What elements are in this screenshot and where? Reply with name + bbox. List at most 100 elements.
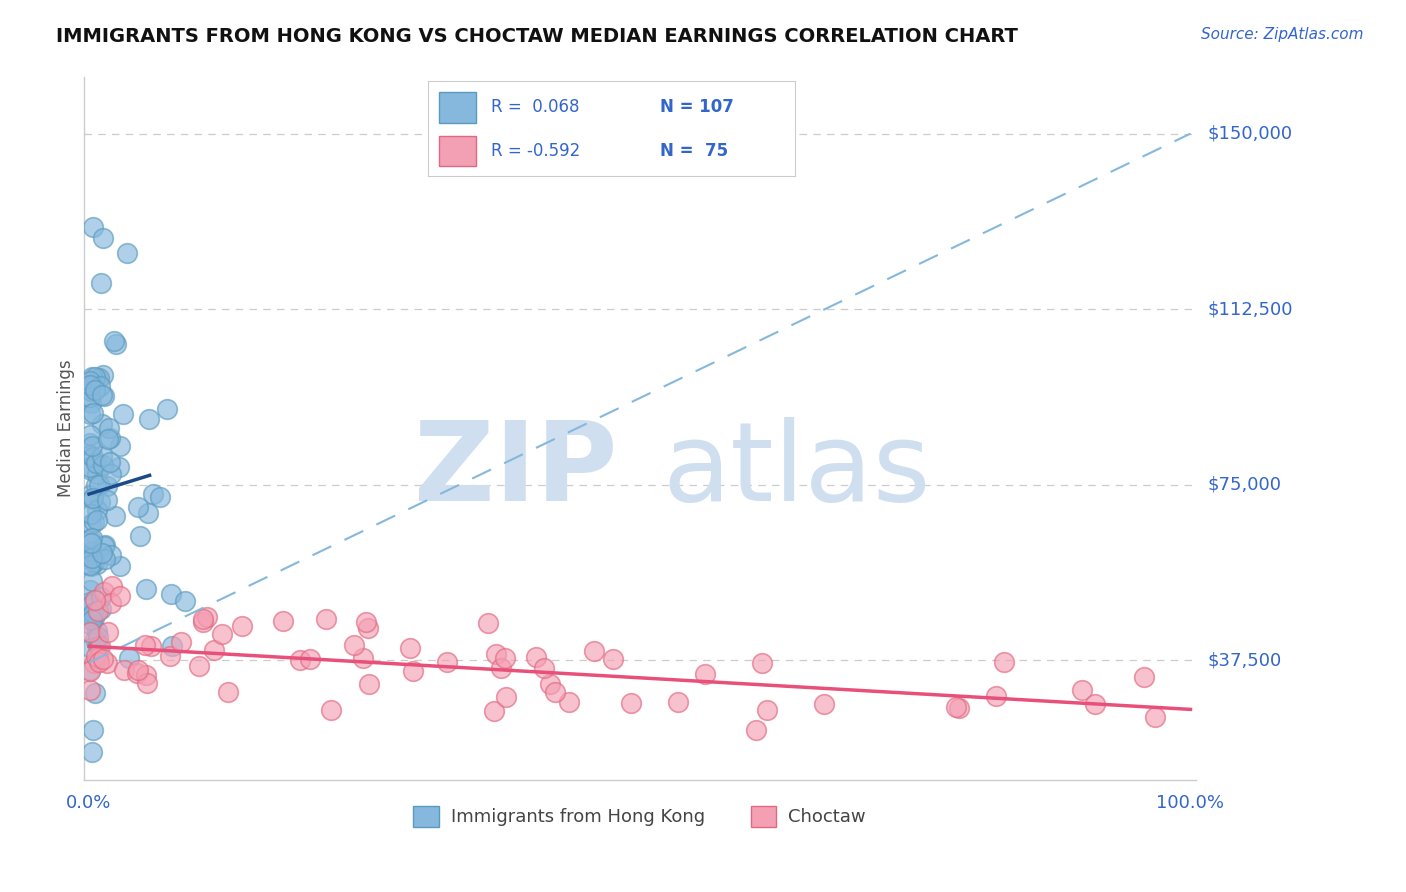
Point: [602, 652, 624, 666]
Point: [86, 558, 108, 572]
Point: [83, 656, 105, 670]
Point: [948, 701, 970, 715]
Point: [84, 478, 107, 492]
Point: [491, 661, 513, 675]
Point: [84, 649, 107, 664]
Point: [82, 608, 104, 623]
Point: [79, 488, 101, 502]
Point: [96, 479, 118, 493]
Point: [582, 644, 605, 658]
Point: [127, 665, 149, 680]
Point: [96, 493, 118, 508]
Point: [96, 657, 118, 671]
Point: [87, 655, 110, 669]
Point: [756, 703, 779, 717]
Point: [170, 635, 193, 649]
Point: [271, 614, 294, 628]
Point: [620, 696, 643, 710]
Point: [104, 509, 127, 524]
Point: [477, 615, 499, 630]
Point: [1133, 670, 1156, 684]
Point: [93, 551, 115, 566]
Point: [118, 651, 141, 665]
Point: [100, 596, 122, 610]
Point: [484, 647, 506, 661]
Point: [107, 459, 129, 474]
Point: [156, 401, 179, 416]
Point: [97, 421, 120, 435]
Point: [83, 555, 105, 569]
Point: [231, 618, 253, 632]
Point: [83, 515, 105, 529]
Point: [494, 650, 516, 665]
Point: [89, 379, 111, 393]
Point: [104, 337, 127, 351]
Point: [84, 604, 107, 618]
Point: [533, 661, 555, 675]
Point: [138, 412, 160, 426]
Point: [80, 552, 103, 566]
Point: [80, 507, 103, 521]
Point: [91, 388, 114, 402]
Point: [745, 723, 768, 737]
Point: [112, 664, 135, 678]
Point: [82, 574, 104, 588]
Point: [86, 503, 108, 517]
Point: [82, 745, 104, 759]
Text: ZIP: ZIP: [415, 417, 617, 524]
Point: [79, 395, 101, 409]
Point: [80, 531, 103, 545]
Point: [217, 685, 239, 699]
Point: [79, 427, 101, 442]
Point: [89, 495, 111, 509]
Point: [94, 538, 117, 552]
Point: [357, 677, 380, 691]
Point: [79, 448, 101, 462]
Text: $37,500: $37,500: [1208, 651, 1281, 669]
Point: [80, 551, 103, 566]
Point: [693, 666, 716, 681]
Point: [993, 655, 1015, 669]
Point: [97, 625, 120, 640]
Point: [93, 585, 115, 599]
Point: [495, 690, 517, 704]
Point: [945, 700, 967, 714]
Point: [79, 378, 101, 392]
Point: [80, 492, 103, 507]
Point: [79, 595, 101, 609]
Point: [84, 686, 107, 700]
Point: [319, 703, 342, 717]
Point: [100, 548, 122, 562]
Point: [159, 648, 181, 663]
Point: [79, 663, 101, 677]
Point: [84, 370, 107, 384]
Point: [79, 459, 101, 474]
Point: [79, 582, 101, 597]
Point: [86, 467, 108, 481]
Point: [134, 638, 156, 652]
Point: [98, 431, 121, 445]
Point: [79, 390, 101, 404]
Point: [211, 627, 233, 641]
Point: [127, 500, 149, 515]
Point: [89, 602, 111, 616]
Point: [90, 590, 112, 604]
Point: [110, 589, 132, 603]
Text: $112,500: $112,500: [1208, 300, 1292, 318]
Point: [93, 539, 115, 553]
Point: [91, 417, 114, 432]
Point: [87, 630, 110, 644]
Point: [191, 615, 214, 629]
Point: [108, 439, 131, 453]
Point: [80, 545, 103, 559]
Point: [149, 491, 172, 505]
Point: [558, 694, 581, 708]
Point: [136, 506, 159, 520]
Point: [112, 407, 135, 421]
Point: [100, 467, 122, 481]
Point: [87, 604, 110, 618]
Point: [202, 643, 225, 657]
Point: [135, 668, 157, 682]
Point: [80, 384, 103, 398]
Legend: Immigrants from Hong Kong, Choctaw: Immigrants from Hong Kong, Choctaw: [406, 798, 873, 834]
